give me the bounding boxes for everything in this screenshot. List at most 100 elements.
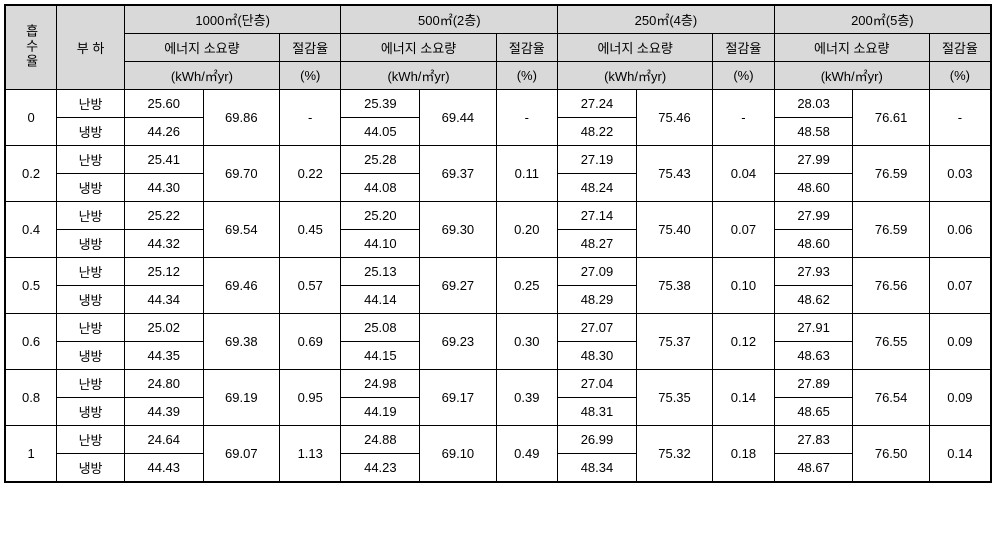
header-energy-unit: (kWh/㎡yr) [341,62,496,90]
cell-heating-value: 27.24 [558,90,637,118]
cell-cooling-value: 48.62 [774,286,853,314]
cell-reduction: 0.57 [279,258,341,314]
cell-cooling-value: 48.22 [558,118,637,146]
cell-sum: 69.38 [203,314,279,370]
cell-load-cooling: 냉방 [57,398,125,426]
cell-heating-value: 27.09 [558,258,637,286]
cell-heating-value: 25.28 [341,146,420,174]
cell-heating-value: 27.19 [558,146,637,174]
cell-heating-value: 24.64 [124,426,203,454]
cell-cooling-value: 44.15 [341,342,420,370]
cell-heating-value: 25.39 [341,90,420,118]
header-absorption: 흡수율 [5,5,57,90]
cell-load-cooling: 냉방 [57,454,125,483]
cell-reduction: 0.30 [496,314,558,370]
cell-heating-value: 27.91 [774,314,853,342]
cell-cooling-value: 44.34 [124,286,203,314]
cell-cooling-value: 48.63 [774,342,853,370]
table-row: 0.5난방25.1269.460.5725.1369.270.2527.0975… [5,258,991,286]
energy-table: 흡수율부 하1000㎡(단층)500㎡(2층)250㎡(4층)200㎡(5층)에… [4,4,992,483]
cell-sum: 75.46 [636,90,712,146]
cell-cooling-value: 44.23 [341,454,420,483]
cell-cooling-value: 48.58 [774,118,853,146]
cell-reduction: 0.20 [496,202,558,258]
cell-sum: 76.61 [853,90,929,146]
header-group: 500㎡(2층) [341,5,558,34]
cell-cooling-value: 48.67 [774,454,853,483]
cell-heating-value: 25.60 [124,90,203,118]
cell-sum: 76.54 [853,370,929,426]
cell-heating-value: 27.07 [558,314,637,342]
cell-reduction: 0.07 [929,258,991,314]
cell-reduction: 0.11 [496,146,558,202]
cell-sum: 76.59 [853,202,929,258]
cell-heating-value: 25.20 [341,202,420,230]
cell-cooling-value: 48.65 [774,398,853,426]
cell-load-cooling: 냉방 [57,230,125,258]
cell-cooling-value: 44.19 [341,398,420,426]
cell-absorption: 0.8 [5,370,57,426]
cell-reduction: 0.04 [713,146,775,202]
cell-heating-value: 25.41 [124,146,203,174]
cell-cooling-value: 48.27 [558,230,637,258]
cell-load-cooling: 냉방 [57,342,125,370]
cell-reduction: - [279,90,341,146]
cell-sum: 76.55 [853,314,929,370]
cell-reduction: 0.18 [713,426,775,483]
cell-sum: 69.23 [420,314,496,370]
cell-sum: 69.86 [203,90,279,146]
cell-sum: 76.56 [853,258,929,314]
cell-reduction: 0.69 [279,314,341,370]
cell-heating-value: 25.22 [124,202,203,230]
cell-heating-value: 25.02 [124,314,203,342]
table-row: 0.2난방25.4169.700.2225.2869.370.1127.1975… [5,146,991,174]
header-group: 250㎡(4층) [558,5,775,34]
cell-load-heating: 난방 [57,146,125,174]
header-reduction: 절감율 [279,34,341,62]
cell-cooling-value: 44.35 [124,342,203,370]
cell-cooling-value: 48.30 [558,342,637,370]
cell-reduction: - [713,90,775,146]
header-energy: 에너지 소요량 [558,34,713,62]
cell-reduction: 0.07 [713,202,775,258]
cell-sum: 69.46 [203,258,279,314]
cell-heating-value: 26.99 [558,426,637,454]
cell-absorption: 0.6 [5,314,57,370]
cell-reduction: 0.49 [496,426,558,483]
cell-reduction: 0.14 [713,370,775,426]
cell-sum: 75.37 [636,314,712,370]
cell-heating-value: 24.98 [341,370,420,398]
cell-cooling-value: 48.60 [774,230,853,258]
cell-sum: 75.38 [636,258,712,314]
cell-absorption: 1 [5,426,57,483]
header-reduction-unit: (%) [713,62,775,90]
cell-absorption: 0 [5,90,57,146]
cell-heating-value: 25.13 [341,258,420,286]
cell-reduction: 0.22 [279,146,341,202]
table-row: 0.6난방25.0269.380.6925.0869.230.3027.0775… [5,314,991,342]
header-energy: 에너지 소요량 [124,34,279,62]
cell-sum: 69.19 [203,370,279,426]
cell-load-heating: 난방 [57,202,125,230]
cell-cooling-value: 44.14 [341,286,420,314]
cell-cooling-value: 44.26 [124,118,203,146]
cell-sum: 69.70 [203,146,279,202]
cell-sum: 75.35 [636,370,712,426]
cell-reduction: 0.95 [279,370,341,426]
cell-heating-value: 27.99 [774,146,853,174]
cell-cooling-value: 44.39 [124,398,203,426]
header-reduction-unit: (%) [929,62,991,90]
cell-load-cooling: 냉방 [57,174,125,202]
header-energy-unit: (kWh/㎡yr) [558,62,713,90]
cell-load-heating: 난방 [57,426,125,454]
header-energy-unit: (kWh/㎡yr) [774,62,929,90]
cell-heating-value: 27.14 [558,202,637,230]
cell-heating-value: 24.80 [124,370,203,398]
cell-cooling-value: 44.30 [124,174,203,202]
cell-cooling-value: 44.10 [341,230,420,258]
cell-cooling-value: 48.24 [558,174,637,202]
table-row: 0.8난방24.8069.190.9524.9869.170.3927.0475… [5,370,991,398]
cell-sum: 69.30 [420,202,496,258]
cell-sum: 69.54 [203,202,279,258]
cell-reduction: 0.12 [713,314,775,370]
